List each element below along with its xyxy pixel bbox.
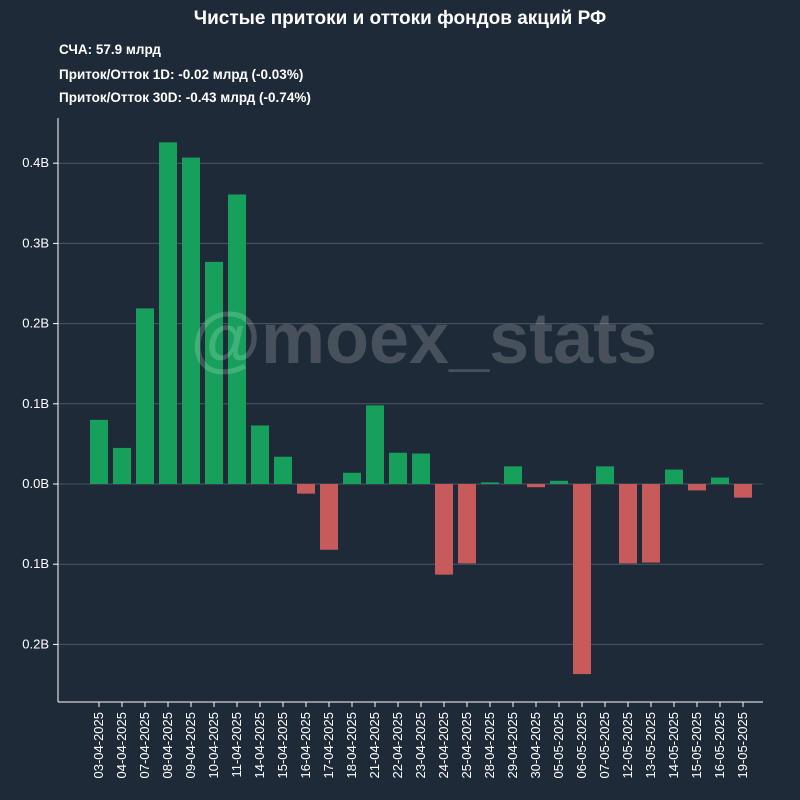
x-tick-label: 16-04-2025 — [298, 712, 313, 779]
bar-13-05-2025 — [642, 484, 660, 563]
bar-11-04-2025 — [228, 194, 246, 484]
stat-aum: СЧА: 57.9 млрд — [59, 42, 161, 57]
x-tick-label: 06-05-2025 — [574, 712, 589, 779]
x-tick-label: 22-04-2025 — [390, 712, 405, 779]
bar-04-04-2025 — [113, 447, 131, 484]
axes — [53, 118, 763, 707]
x-tick-label: 15-05-2025 — [689, 712, 704, 779]
bar-14-04-2025 — [251, 425, 269, 484]
bar-06-05-2025 — [573, 484, 591, 675]
x-tick-label: 16-05-2025 — [712, 712, 727, 779]
x-tick-label: 21-04-2025 — [367, 712, 382, 779]
x-tick-label: 05-05-2025 — [551, 712, 566, 779]
x-tick-label: 19-05-2025 — [735, 712, 750, 779]
bar-05-05-2025 — [550, 480, 568, 484]
x-tick-label: 09-04-2025 — [183, 712, 198, 779]
x-tick-label: 14-04-2025 — [252, 712, 267, 779]
x-tick-label: 24-04-2025 — [436, 712, 451, 779]
x-tick-label: 29-04-2025 — [505, 712, 520, 779]
y-tick-label: 0.2B — [22, 316, 49, 331]
x-tick-label: 13-05-2025 — [643, 712, 658, 779]
bar-16-04-2025 — [297, 484, 315, 494]
bar-10-04-2025 — [205, 261, 223, 484]
x-tick-label: 04-04-2025 — [114, 712, 129, 779]
x-tick-label: 08-04-2025 — [160, 712, 175, 779]
y-tick-label: 0.4B — [22, 155, 49, 170]
x-tick-label: 15-04-2025 — [275, 712, 290, 779]
bar-24-04-2025 — [435, 484, 453, 575]
bar-12-05-2025 — [619, 484, 637, 564]
bar-30-04-2025 — [527, 484, 545, 488]
bar-17-04-2025 — [320, 484, 338, 550]
bar-22-04-2025 — [389, 452, 407, 484]
y-tick-label: 0.1B — [22, 396, 49, 411]
bar-23-04-2025 — [412, 453, 430, 484]
x-tick-label: 23-04-2025 — [413, 712, 428, 779]
x-tick-label: 03-04-2025 — [91, 712, 106, 779]
y-tick-label: 0.3B — [22, 235, 49, 250]
x-tick-label: 18-04-2025 — [344, 712, 359, 779]
x-tick-label: 25-04-2025 — [459, 712, 474, 779]
x-tick-label: 10-04-2025 — [206, 712, 221, 779]
bar-18-04-2025 — [343, 472, 361, 484]
tick-labels: 0.4B 0.3B 0.2B 0.1B 0.0B 0.1B 0.2B 03-04-2025 04… — [22, 155, 750, 778]
bar-28-04-2025 — [481, 482, 499, 484]
x-tick-label: 30-04-2025 — [528, 712, 543, 779]
bar-15-04-2025 — [274, 456, 292, 484]
x-tick-label: 07-04-2025 — [137, 712, 152, 779]
bar-19-05-2025 — [734, 484, 752, 498]
stat-flow-1d: Приток/Отток 1D: -0.02 млрд (-0.03%) — [59, 67, 304, 82]
bar-03-04-2025 — [90, 419, 108, 484]
bar-25-04-2025 — [458, 484, 476, 564]
stat-flow-30d: Приток/Отток 30D: -0.43 млрд (-0.74%) — [59, 90, 311, 105]
x-tick-label: 17-04-2025 — [321, 712, 336, 779]
y-tick-label: 0.0B — [22, 476, 49, 491]
bar-09-04-2025 — [182, 157, 200, 484]
x-tick-label: 28-04-2025 — [482, 712, 497, 779]
bar-14-05-2025 — [665, 469, 683, 484]
bar-16-05-2025 — [711, 477, 729, 484]
bar-21-04-2025 — [366, 405, 384, 484]
bars — [90, 142, 752, 675]
bar-29-04-2025 — [504, 466, 522, 484]
y-tick-label: 0.1B — [22, 556, 49, 571]
y-tick-label: 0.2B — [22, 636, 49, 651]
x-tick-label: 07-05-2025 — [597, 712, 612, 779]
watermark: @moex_stats — [191, 299, 657, 379]
bar-15-05-2025 — [688, 484, 706, 491]
bar-07-05-2025 — [596, 466, 614, 484]
x-tick-label: 11-04-2025 — [229, 712, 244, 778]
x-tick-label: 14-05-2025 — [666, 712, 681, 779]
chart-title: Чистые притоки и оттоки фондов акций РФ — [193, 8, 607, 29]
x-tick-label: 12-05-2025 — [620, 712, 635, 779]
bar-08-04-2025 — [159, 142, 177, 484]
bar-07-04-2025 — [136, 308, 154, 484]
